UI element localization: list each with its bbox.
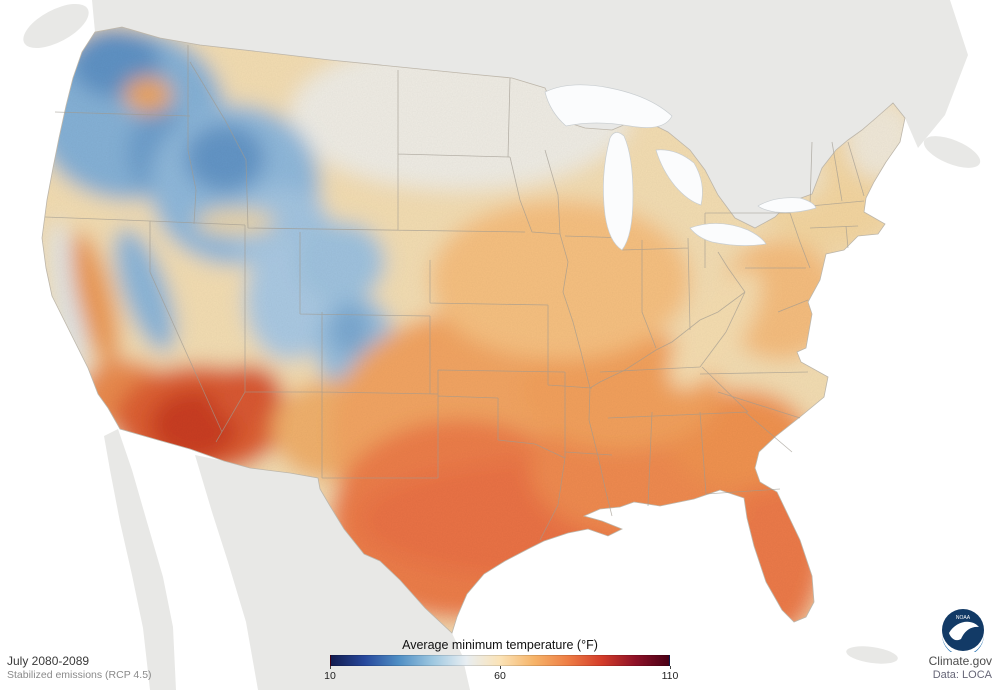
lake-ontario — [757, 197, 817, 213]
noaa-logo-text: NOAA — [956, 615, 971, 621]
source-label: Climate.gov — [928, 654, 992, 668]
legend-gradient-bar — [330, 655, 670, 666]
map-caption: July 2080-2089 Stabilized emissions (RCP… — [7, 654, 152, 682]
legend-tick-max: 110 — [661, 670, 679, 682]
state-borders — [44, 45, 865, 541]
legend-ticks: 10 60 110 — [324, 666, 678, 684]
baja-peninsula — [104, 429, 176, 690]
cuba — [846, 646, 898, 664]
us-outline — [41, 26, 906, 634]
lake-superior — [544, 84, 673, 128]
credits: Climate.gov Data: LOCA — [929, 654, 992, 682]
lake-huron — [655, 149, 703, 206]
period-label: July 2080-2089 — [7, 654, 90, 668]
noaa-logo: NOAA — [942, 609, 984, 652]
nova-scotia — [923, 136, 981, 168]
legend-tickmark-min — [330, 666, 331, 669]
legend-tick-min: 10 — [324, 670, 336, 682]
noaa-seagull-icon — [949, 621, 979, 641]
great-lakes — [544, 84, 817, 251]
lake-erie — [689, 223, 767, 246]
legend-tick-mid: 60 — [494, 670, 506, 682]
data-source-label: Data: LOCA — [932, 669, 992, 681]
canada-landmass — [23, 0, 981, 228]
scenario-label: Stabilized emissions (RCP 4.5) — [7, 669, 152, 681]
lake-michigan — [602, 132, 634, 251]
vancouver-island — [23, 3, 89, 49]
legend-tickmark-mid — [500, 666, 501, 669]
legend-tickmark-max — [670, 666, 671, 669]
mexico-mainland — [195, 455, 470, 690]
mexico-landmass — [104, 429, 898, 690]
legend-title: Average minimum temperature (°F) — [402, 638, 598, 652]
temperature-legend: Average minimum temperature (°F) 10 60 1… — [324, 638, 678, 684]
